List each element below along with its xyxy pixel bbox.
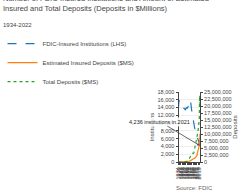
svg-text:1984: 1984 [188, 167, 194, 179]
svg-text:6,000: 6,000 [161, 136, 175, 142]
svg-text:14,000: 14,000 [158, 104, 175, 110]
svg-text:2,500,000: 2,500,000 [204, 152, 228, 158]
svg-text:Total Deposits ($MS): Total Deposits ($MS) [43, 79, 99, 85]
svg-text:12,500,000: 12,500,000 [204, 124, 232, 130]
svg-text:12,000: 12,000 [158, 112, 175, 118]
svg-text:Estimated Insured Deposits ($M: Estimated Insured Deposits ($MS) [43, 60, 134, 66]
svg-text:15,000,000: 15,000,000 [204, 117, 232, 123]
svg-text:7,500,000: 7,500,000 [204, 138, 228, 144]
svg-text:10,000: 10,000 [158, 120, 175, 126]
svg-text:20,000,000: 20,000,000 [204, 103, 232, 109]
svg-text:1994: 1994 [190, 167, 196, 179]
svg-text:4,000: 4,000 [161, 143, 175, 149]
svg-text:17,500,000: 17,500,000 [204, 110, 232, 116]
svg-text:0: 0 [171, 159, 174, 165]
svg-text:0: 0 [204, 159, 207, 165]
svg-text:Number of FDIC-Insured Institu: Number of FDIC-Insured Institutions and … [3, 0, 209, 13]
svg-text:1999: 1999 [191, 167, 197, 179]
svg-text:1959: 1959 [181, 167, 187, 179]
svg-text:4,236 institutions in 2021: 4,236 institutions in 2021 [129, 119, 190, 125]
svg-text:1934: 1934 [175, 167, 181, 179]
svg-text:Deposits: Deposits [232, 115, 238, 138]
svg-text:2004: 2004 [192, 167, 198, 179]
svg-text:8,000: 8,000 [161, 128, 175, 134]
svg-text:1949: 1949 [179, 167, 185, 179]
svg-text:1989: 1989 [189, 167, 195, 179]
svg-text:1979: 1979 [186, 167, 192, 179]
svg-text:2,000: 2,000 [161, 151, 175, 157]
svg-text:25,000,000: 25,000,000 [204, 89, 232, 95]
svg-text:Institutions: Institutions [149, 113, 155, 142]
svg-text:5,000,000: 5,000,000 [204, 145, 228, 151]
svg-text:1969: 1969 [184, 167, 190, 179]
svg-text:2019: 2019 [196, 167, 202, 179]
svg-text:2014: 2014 [195, 167, 201, 179]
svg-text:22,500,000: 22,500,000 [204, 96, 232, 102]
svg-text:1939: 1939 [177, 167, 183, 179]
svg-text:1964: 1964 [183, 167, 189, 179]
svg-text:2009: 2009 [194, 167, 200, 179]
svg-text:Source: FDIC: Source: FDIC [176, 185, 213, 191]
svg-text:1954: 1954 [180, 167, 186, 179]
svg-text:1944: 1944 [178, 167, 184, 179]
svg-text:18,000: 18,000 [158, 89, 175, 95]
svg-text:10,000,000: 10,000,000 [204, 131, 232, 137]
svg-text:FDIC-Insured Institutions (LHS: FDIC-Insured Institutions (LHS) [43, 41, 127, 47]
svg-text:1934-2022: 1934-2022 [3, 22, 32, 28]
svg-text:16,000: 16,000 [158, 97, 175, 103]
svg-text:1974: 1974 [185, 167, 191, 179]
